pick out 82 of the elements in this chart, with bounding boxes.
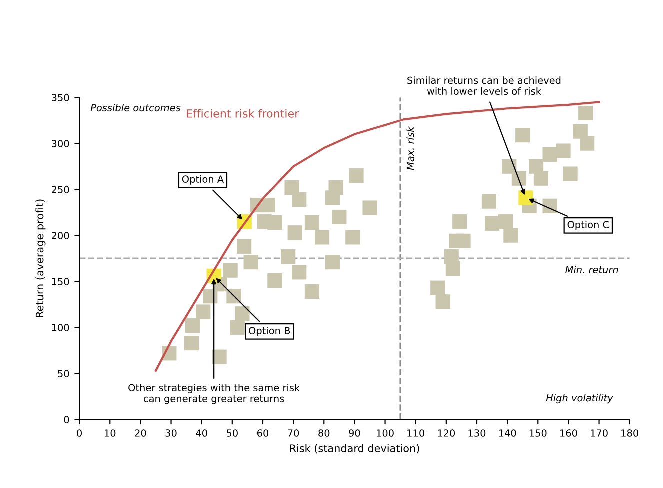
x-tick-label: 100 bbox=[377, 430, 394, 437]
point bbox=[230, 320, 245, 335]
ref-line-label: Max. risk bbox=[406, 126, 414, 170]
y-tick-label: 250 bbox=[52, 186, 70, 194]
point bbox=[325, 255, 340, 270]
point bbox=[362, 200, 378, 216]
point bbox=[288, 226, 302, 240]
y-tick-label: 350 bbox=[52, 94, 70, 102]
x-tick-label: 40 bbox=[196, 430, 208, 437]
x-tick-label: 0 bbox=[77, 430, 82, 437]
point bbox=[512, 171, 526, 186]
x-tick-label: 140 bbox=[499, 430, 516, 437]
point bbox=[580, 136, 595, 151]
point bbox=[223, 263, 238, 278]
x-tick-label: 60 bbox=[257, 430, 269, 437]
point bbox=[504, 228, 518, 243]
annotation: Option B bbox=[249, 326, 290, 336]
point bbox=[573, 124, 588, 139]
x-tick-label: 150 bbox=[530, 430, 547, 437]
point bbox=[244, 255, 258, 270]
point bbox=[430, 280, 446, 296]
y-tick-label: 100 bbox=[52, 324, 70, 332]
point bbox=[349, 168, 364, 184]
point bbox=[529, 159, 544, 174]
y-tick-label: 50 bbox=[58, 370, 70, 378]
annotation: Possible outcomes bbox=[90, 104, 181, 112]
point bbox=[284, 180, 300, 196]
x-tick-label: 180 bbox=[622, 430, 638, 437]
point bbox=[292, 265, 307, 280]
point bbox=[212, 350, 227, 364]
x-tick-label: 170 bbox=[591, 430, 608, 437]
point bbox=[268, 215, 282, 230]
x-tick-label: 70 bbox=[288, 430, 300, 437]
point bbox=[542, 147, 558, 162]
annotation: Option C bbox=[568, 220, 610, 230]
annotation: Other strategies with the same risk can generate greater returns bbox=[128, 384, 300, 404]
point bbox=[578, 106, 594, 121]
point bbox=[516, 128, 530, 143]
point bbox=[452, 214, 468, 230]
point bbox=[304, 215, 320, 230]
x-tick-label: 120 bbox=[438, 430, 456, 437]
point bbox=[292, 192, 307, 208]
point bbox=[484, 216, 500, 231]
point bbox=[184, 336, 200, 351]
point bbox=[196, 304, 211, 320]
x-tick-label: 30 bbox=[166, 430, 177, 437]
point bbox=[268, 273, 282, 288]
point bbox=[563, 166, 578, 182]
point bbox=[315, 230, 330, 245]
point bbox=[556, 144, 571, 158]
x-tick-label: 50 bbox=[226, 430, 238, 437]
x-tick-label: 130 bbox=[468, 430, 486, 437]
x-axis-title: Risk (standard deviation) bbox=[290, 444, 420, 454]
point bbox=[328, 180, 344, 196]
ref-line-label: Min. return bbox=[566, 266, 618, 274]
point bbox=[332, 210, 347, 225]
point bbox=[346, 230, 360, 245]
point bbox=[281, 250, 296, 264]
x-tick-label: 160 bbox=[560, 430, 578, 437]
point bbox=[498, 214, 514, 230]
annotation: Option A bbox=[182, 175, 224, 185]
point bbox=[436, 294, 450, 310]
text: Efficient risk frontier bbox=[187, 109, 300, 118]
annotation: Similar returns can be achieved with lower levels of risk bbox=[408, 76, 561, 96]
point bbox=[304, 284, 320, 300]
y-tick-label: 200 bbox=[52, 232, 70, 240]
point bbox=[237, 239, 252, 254]
x-tick-label: 110 bbox=[408, 430, 424, 437]
y-axis-title: Return (average profit) bbox=[36, 200, 46, 318]
point bbox=[235, 306, 250, 322]
annotation: High volatility bbox=[546, 394, 614, 404]
x-tick-label: 10 bbox=[105, 430, 116, 437]
y-tick-label: 150 bbox=[52, 278, 70, 286]
y-tick-label: 0 bbox=[64, 416, 70, 424]
point bbox=[185, 318, 200, 334]
x-tick-label: 90 bbox=[349, 430, 360, 437]
x-tick-label: 20 bbox=[135, 430, 146, 437]
x-tick-label: 80 bbox=[318, 430, 330, 437]
point bbox=[446, 261, 460, 276]
point bbox=[482, 194, 497, 209]
y-tick-label: 300 bbox=[52, 140, 70, 148]
point bbox=[456, 234, 471, 248]
